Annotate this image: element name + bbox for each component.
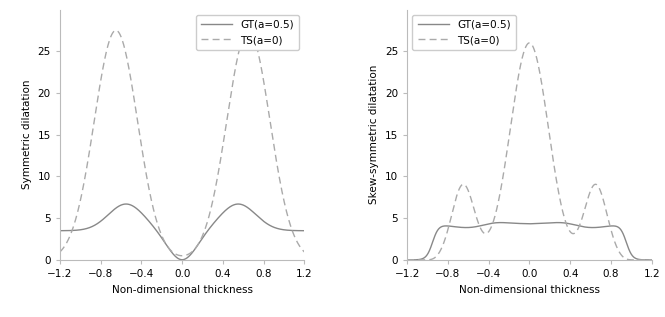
GT(a=0.5) <box>640 258 648 262</box>
Line: TS(a=0): TS(a=0) <box>407 43 652 260</box>
GT(a=0.5) <box>175 257 183 261</box>
GT(a=0.5) <box>56 229 64 233</box>
TS(a=0) <box>641 258 649 262</box>
GT(a=0.5) <box>293 229 301 233</box>
Legend: GT(a=0.5), TS(a=0): GT(a=0.5), TS(a=0) <box>412 15 516 50</box>
Legend: GT(a=0.5), TS(a=0): GT(a=0.5), TS(a=0) <box>196 15 299 50</box>
TS(a=0) <box>596 188 604 191</box>
X-axis label: Non-dimensional thickness: Non-dimensional thickness <box>112 285 253 294</box>
GT(a=0.5) <box>249 210 257 214</box>
TS(a=0) <box>525 41 533 45</box>
GT(a=0.5) <box>68 229 76 232</box>
GT(a=0.5) <box>416 257 424 261</box>
GT(a=0.5) <box>515 222 523 225</box>
GT(a=0.5) <box>648 258 656 262</box>
TS(a=0) <box>168 250 176 254</box>
TS(a=0) <box>68 228 76 232</box>
TS(a=0) <box>178 254 186 258</box>
TS(a=0) <box>648 258 656 262</box>
Line: GT(a=0.5): GT(a=0.5) <box>407 223 652 260</box>
Line: TS(a=0): TS(a=0) <box>60 30 305 256</box>
GT(a=0.5) <box>178 258 186 262</box>
TS(a=0) <box>515 68 523 72</box>
GT(a=0.5) <box>122 202 130 206</box>
GT(a=0.5) <box>596 225 604 229</box>
TS(a=0) <box>403 258 411 262</box>
GT(a=0.5) <box>522 222 530 226</box>
TS(a=0) <box>640 258 648 262</box>
Y-axis label: Symmetric dilatation: Symmetric dilatation <box>22 80 32 190</box>
GT(a=0.5) <box>403 258 411 262</box>
TS(a=0) <box>56 250 64 254</box>
Y-axis label: Skew-symmetric dilatation: Skew-symmetric dilatation <box>369 65 379 204</box>
GT(a=0.5) <box>641 258 649 262</box>
TS(a=0) <box>175 253 183 257</box>
X-axis label: Non-dimensional thickness: Non-dimensional thickness <box>459 285 600 294</box>
TS(a=0) <box>301 250 309 254</box>
TS(a=0) <box>416 258 424 262</box>
TS(a=0) <box>522 44 530 48</box>
GT(a=0.5) <box>293 229 301 233</box>
GT(a=0.5) <box>168 251 176 255</box>
Line: GT(a=0.5): GT(a=0.5) <box>60 204 305 260</box>
TS(a=0) <box>249 33 257 37</box>
TS(a=0) <box>293 241 301 245</box>
TS(a=0) <box>293 241 301 244</box>
GT(a=0.5) <box>301 229 309 233</box>
GT(a=0.5) <box>497 221 505 224</box>
TS(a=0) <box>112 29 120 32</box>
